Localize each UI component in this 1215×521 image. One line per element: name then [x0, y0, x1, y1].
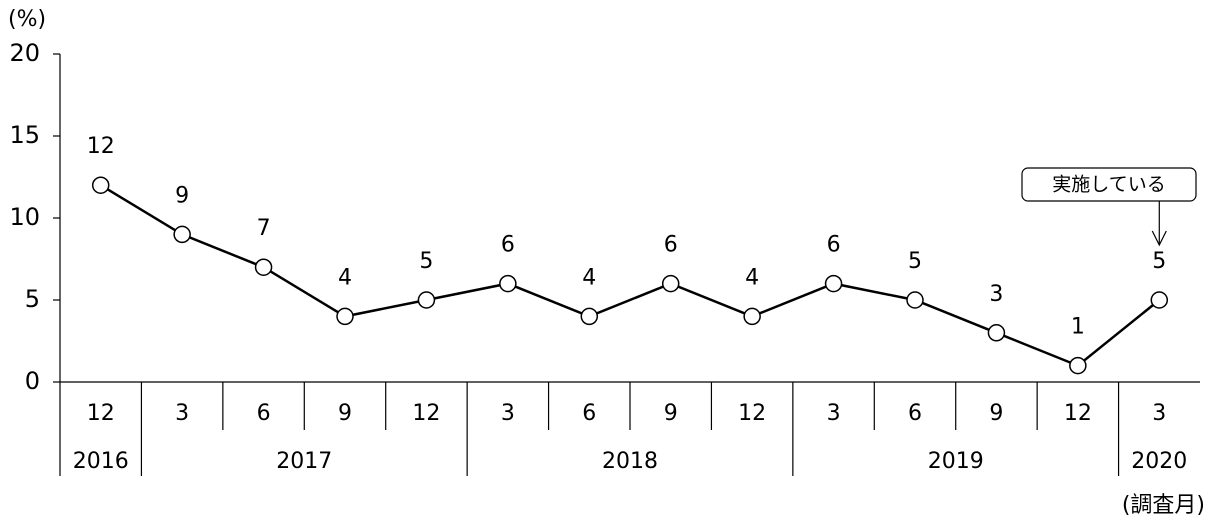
marker: [906, 291, 924, 309]
y-tick-label: 15: [9, 121, 40, 149]
x-tick-label: 3: [501, 401, 515, 426]
x-tick-label: 6: [582, 401, 596, 426]
year-label: 2016: [73, 449, 129, 474]
data-label: 4: [338, 265, 352, 290]
data-label: 5: [908, 249, 922, 274]
y-tick-label: 10: [9, 203, 40, 231]
marker: [580, 307, 599, 326]
line: [100, 184, 1161, 368]
y-tick-label: 5: [25, 285, 40, 313]
x-label: (調査月): [1122, 493, 1205, 518]
x-tick-label: 9: [338, 401, 352, 426]
data-label: 4: [745, 265, 759, 290]
data-label: 4: [582, 265, 596, 290]
marker: [417, 291, 436, 309]
data-label: 3: [989, 282, 1003, 307]
year-label: 2019: [928, 449, 984, 474]
data-label: 5: [419, 249, 433, 274]
year-label: 2018: [602, 449, 658, 474]
arrow-head: [1151, 230, 1167, 247]
marker: [743, 307, 761, 326]
marker: [336, 307, 354, 326]
x-tick-label: 12: [738, 401, 766, 426]
x-tick-label: 3: [827, 401, 841, 426]
x-tick-label: 6: [257, 401, 271, 426]
marker: [987, 324, 1006, 342]
data-label: 12: [87, 134, 115, 159]
marker: [499, 274, 517, 293]
marker: [173, 225, 191, 244]
marker: [824, 274, 843, 293]
annotation: 実施している: [1052, 174, 1165, 196]
annotation-box: [1021, 167, 1197, 202]
y-tick-label: 20: [9, 39, 40, 67]
x-tick-label: 12: [87, 401, 115, 426]
x-tick-label: 9: [664, 401, 678, 426]
x-tick-label: 3: [1152, 401, 1166, 426]
y-unit: (%): [8, 7, 46, 32]
marker: [1150, 291, 1169, 309]
x-tick-label: 12: [1064, 401, 1092, 426]
x-tick-label: 12: [412, 401, 440, 426]
x-tick-label: 9: [989, 401, 1003, 426]
data-label: 6: [501, 233, 515, 258]
marker: [661, 274, 680, 293]
marker: [254, 258, 273, 276]
data-label: 6: [827, 233, 841, 258]
marker: [1069, 356, 1087, 375]
year-label: 2017: [276, 449, 332, 474]
data-label: 7: [257, 216, 271, 241]
data-label: 9: [175, 183, 189, 208]
year-label: 2020: [1131, 449, 1187, 474]
x-tick-label: 3: [175, 401, 189, 426]
marker: [91, 176, 110, 194]
x-tick-label: 6: [908, 401, 922, 426]
data-label: 1: [1071, 315, 1085, 340]
y-tick-label: 0: [25, 367, 40, 395]
data-label: 5: [1152, 249, 1166, 274]
data-label: 6: [664, 233, 678, 258]
